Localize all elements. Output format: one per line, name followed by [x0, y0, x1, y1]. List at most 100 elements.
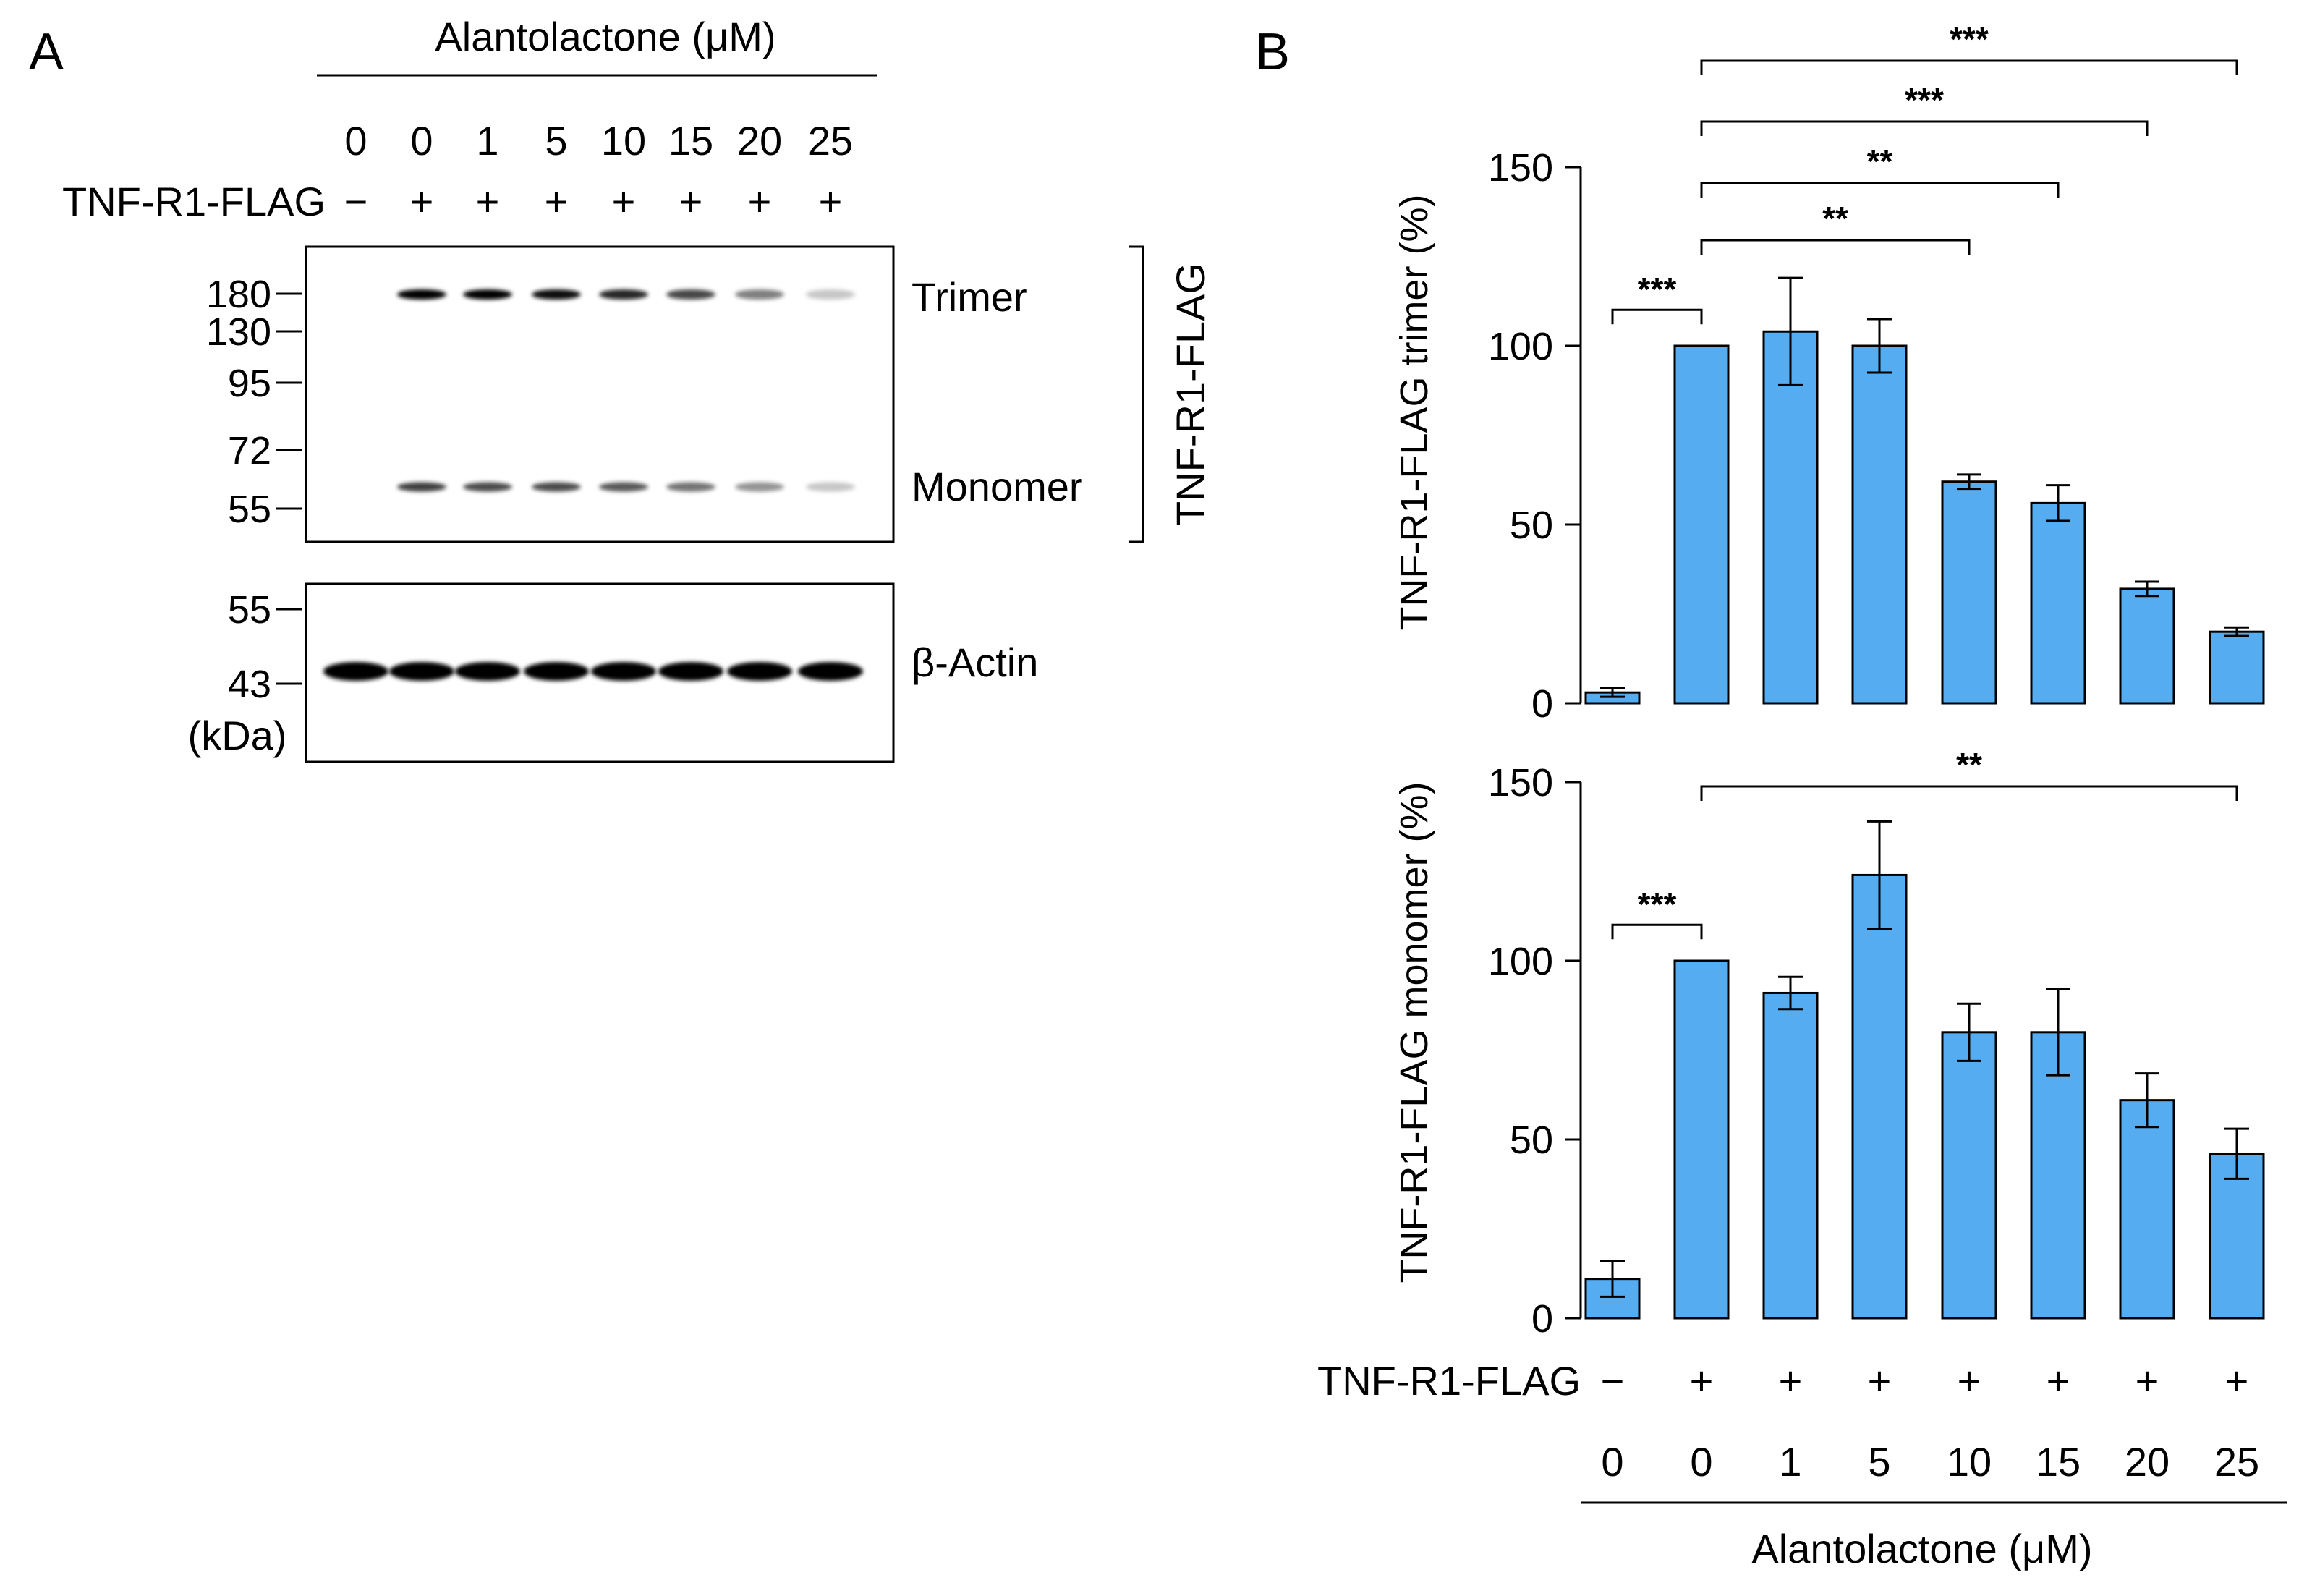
flag-bracket-label: TNF-R1-FLAG	[1168, 263, 1213, 526]
monomer-band	[463, 482, 512, 492]
panel-a-dose-label: 1	[476, 118, 498, 164]
trimer-significance-bracket	[1611, 308, 1703, 325]
monomer-band	[666, 482, 715, 492]
panel-b-dose-label: 1	[1779, 1439, 1801, 1485]
panel-b-transfection-sign: −	[1601, 1358, 1625, 1404]
bottom-blot-markers: 55 43	[228, 588, 302, 706]
panel-a-transfection-sign: +	[679, 179, 703, 224]
panel-b: B TNF-R1-FLAG trimer (%) 050100150******…	[1255, 20, 2287, 1571]
trimer-bar	[1941, 480, 1997, 705]
panel-b-transfection-sign: +	[2136, 1358, 2159, 1404]
panel-a-transfection-signs: − + + + + + + +	[344, 179, 843, 224]
panel-b-transfection-sign: +	[2047, 1358, 2070, 1404]
panel-b-letter: B	[1255, 23, 1290, 81]
panel-b-dose-label: 0	[1690, 1439, 1712, 1485]
panel-b-dose-labels: 0 0 1 5 10 15 20 25	[1601, 1439, 2259, 1485]
panel-a-transfection-sign: +	[476, 179, 500, 224]
panel-a-transfection-sign: +	[612, 179, 636, 224]
panel-a-dose-label: 10	[601, 118, 646, 164]
trimer-significance-bracket	[1700, 182, 2060, 198]
panel-b-dose-label: 20	[2125, 1439, 2170, 1485]
trimer-y-tick-label: 150	[1488, 146, 1553, 190]
trimer-band	[532, 289, 581, 300]
panel-b-dose-label: 0	[1601, 1439, 1623, 1485]
monomer-y-tick-label: 100	[1488, 940, 1553, 983]
trimer-band	[599, 289, 648, 300]
top-blot-marker-label: 130	[206, 310, 271, 354]
actin-band-label: β-Actin	[911, 640, 1038, 685]
panel-a: A Alantolactone (μM) 0 0 1 5 10 15 20 25 TNF-R1…	[29, 14, 1213, 763]
trimer-bar	[2209, 630, 2265, 705]
trimer-significance-label: ***	[1905, 81, 1944, 119]
panel-a-transfection-sign: +	[819, 179, 843, 224]
top-blot-marker-label: 180	[206, 273, 271, 316]
trimer-chart-ylabel: TNF-R1-FLAG trimer (%)	[1393, 195, 1436, 631]
actin-band	[798, 662, 863, 681]
monomer-chart-ylabel: TNF-R1-FLAG monomer (%)	[1393, 781, 1436, 1283]
trimer-band	[806, 289, 855, 300]
trimer-significance-label: **	[1822, 200, 1848, 237]
panel-b-dose-label: 10	[1947, 1439, 1992, 1485]
actin-band	[591, 662, 656, 681]
panel-b-dose-label: 5	[1868, 1439, 1890, 1485]
panel-b-transfection-sign: +	[1958, 1358, 1981, 1404]
trimer-significance-label: **	[1867, 143, 1893, 180]
top-blot-marker-label: 55	[228, 488, 271, 531]
panel-a-transfection-label: TNF-R1-FLAG	[62, 179, 326, 224]
monomer-bar	[1673, 959, 1730, 1320]
monomer-band	[806, 482, 855, 492]
panel-a-dose-label: 20	[737, 118, 782, 164]
trimer-band	[397, 289, 446, 300]
monomer-band	[397, 482, 446, 492]
monomer-y-tick-label: 50	[1510, 1119, 1553, 1162]
panel-b-dose-label: 25	[2214, 1439, 2259, 1485]
trimer-chart: TNF-R1-FLAG trimer (%) 050100150********…	[1393, 20, 2265, 726]
trimer-significance-bracket	[1700, 120, 2149, 136]
monomer-significance-bracket	[1700, 785, 2238, 801]
panel-a-transfection-sign: +	[748, 179, 772, 224]
monomer-significance-bracket	[1611, 923, 1703, 940]
monomer-band	[532, 482, 581, 492]
monomer-band	[735, 482, 784, 492]
panel-a-letter: A	[29, 23, 64, 81]
actin-band	[727, 662, 792, 681]
monomer-bar	[1851, 873, 1908, 1320]
panel-b-dose-label: 15	[2036, 1439, 2081, 1485]
top-blot-marker-label: 72	[228, 429, 271, 472]
flag-bracket	[1129, 245, 1144, 543]
trimer-band-label: Trimer	[911, 274, 1027, 320]
actin-band	[658, 662, 723, 681]
trimer-bar	[2119, 587, 2175, 705]
monomer-y-tick-label: 0	[1531, 1297, 1553, 1341]
monomer-y-tick-label: 150	[1488, 761, 1553, 805]
panel-b-transfection-signs: − + + + + + + +	[1601, 1358, 2249, 1404]
panel-a-transfection-sign: +	[545, 179, 569, 224]
top-blot-bands	[397, 289, 855, 492]
panel-a-dose-label: 0	[410, 118, 433, 164]
monomer-significance-label: **	[1956, 746, 1982, 784]
panel-b-xlabel: Alantolactone (μM)	[1751, 1526, 2092, 1571]
panel-a-transfection-sign: −	[344, 179, 368, 224]
panel-a-dose-label: 25	[808, 118, 853, 164]
trimer-significance-label: ***	[1638, 271, 1677, 308]
trimer-significance-label: ***	[1950, 20, 1989, 58]
trimer-significance-bracket	[1700, 59, 2238, 75]
monomer-bar	[2119, 1099, 2175, 1320]
monomer-bar	[1941, 1031, 1997, 1320]
trimer-band	[666, 289, 715, 300]
actin-band	[455, 662, 520, 681]
kda-unit-label: (kDa)	[188, 713, 287, 758]
trimer-y-tick-label: 50	[1510, 504, 1553, 547]
panel-a-transfection-sign: +	[410, 179, 434, 224]
monomer-band	[599, 482, 648, 492]
panel-b-transfection-sign: +	[1868, 1358, 1892, 1404]
panel-b-transfection-sign: +	[2225, 1358, 2249, 1404]
trimer-bar	[1851, 344, 1908, 705]
trimer-bar	[1762, 330, 1819, 705]
trimer-band	[463, 289, 512, 300]
panel-b-transfection-sign: +	[1690, 1358, 1714, 1404]
monomer-band-label: Monomer	[911, 464, 1083, 509]
